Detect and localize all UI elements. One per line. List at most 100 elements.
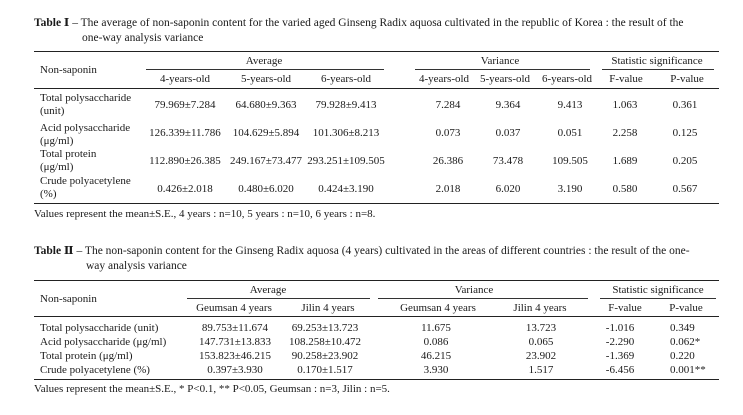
table-1-average-header: Average bbox=[245, 55, 283, 67]
table-2-cell: 0.220 bbox=[670, 350, 695, 362]
table-2-caption-line2: way analysis variance bbox=[86, 260, 187, 272]
table-2-cell: 69.253±13.723 bbox=[291, 322, 359, 334]
table-1-caption-line2: one-way analysis variance bbox=[82, 32, 204, 44]
table-1-cell: 1.689 bbox=[612, 155, 638, 167]
table-2-f-col: F-value bbox=[608, 302, 642, 314]
table-1-cell: 0.361 bbox=[672, 99, 698, 111]
table-2-avg-col-jilin: Jilin 4 years bbox=[301, 302, 355, 314]
table-2-cell: -2.290 bbox=[605, 336, 635, 348]
table-1-header-rule bbox=[34, 88, 719, 89]
table-1-cell: 2.018 bbox=[435, 183, 461, 195]
table-2-cell: 1.517 bbox=[528, 364, 554, 376]
table-2-top-rule bbox=[34, 280, 719, 281]
table-1-top-rule bbox=[34, 51, 719, 52]
table-1-cell: 112.890±26.385 bbox=[149, 155, 221, 167]
table-1-cell: 64.680±9.363 bbox=[235, 99, 297, 111]
table-2-cell: 147.731±13.833 bbox=[198, 336, 272, 348]
table-1-variance-header: Variance bbox=[480, 55, 520, 67]
table-1-cell: 0.426±2.018 bbox=[157, 183, 213, 195]
table-1-cell: 0.205 bbox=[672, 155, 698, 167]
table-1-cell: 249.167±73.477 bbox=[229, 155, 303, 167]
table-1-cell: 0.567 bbox=[672, 183, 698, 195]
table-2-p-col: P-value bbox=[669, 302, 703, 314]
table-1-cell: 7.284 bbox=[435, 99, 461, 111]
table-2-cell: 11.675 bbox=[421, 322, 451, 334]
table-1-cell: 0.580 bbox=[612, 183, 638, 195]
table-1-cell: 0.424±3.190 bbox=[318, 183, 374, 195]
table-1-significance-header: Statistic significance bbox=[611, 55, 703, 67]
table-2-variance-header: Variance bbox=[454, 284, 494, 296]
table-1-cell: 9.413 bbox=[557, 99, 583, 111]
table-2-bottom-rule bbox=[34, 379, 719, 380]
table-1-caption: Table Ⅰ – The average of non-saponin con… bbox=[34, 16, 719, 31]
table-2-cell: 46.215 bbox=[420, 350, 452, 362]
table-1-row-label: Total polysaccharide bbox=[40, 92, 132, 104]
table-1-cell: 6.020 bbox=[495, 183, 521, 195]
table-1-cell: 9.364 bbox=[495, 99, 521, 111]
table-1-cell: 79.969±7.284 bbox=[154, 99, 216, 111]
table-2-cell: 90.258±23.902 bbox=[291, 350, 359, 362]
table-2-note: Values represent the mean±S.E., * P<0.1,… bbox=[34, 383, 390, 395]
table-2-cell: 108.258±10.472 bbox=[288, 336, 362, 348]
table-2-header-rule bbox=[34, 316, 719, 317]
table-2-row-label: Total protein (μg/ml) bbox=[40, 350, 133, 362]
table-1-cell: 1.063 bbox=[612, 99, 638, 111]
table-1-row-label: Total protein bbox=[40, 148, 97, 160]
table-1-bottom-rule bbox=[34, 203, 719, 204]
table-1-cell: 0.037 bbox=[495, 127, 521, 139]
table-2-cell: 0.170±1.517 bbox=[297, 364, 353, 376]
table-2-cell: -1.369 bbox=[605, 350, 635, 362]
table-2-caption-line1: – The non-saponin content for the Ginsen… bbox=[76, 245, 690, 257]
table-1-cell: 293.251±109.505 bbox=[307, 155, 385, 167]
table-1-cell: 101.306±8.213 bbox=[312, 127, 380, 139]
table-1-cell: 0.051 bbox=[557, 127, 583, 139]
table-2-row-label: Total polysaccharide (unit) bbox=[40, 322, 159, 334]
table-1-avg-col-5y: 5-years-old bbox=[240, 73, 292, 85]
table-2-significance-underline bbox=[600, 298, 716, 299]
table-1-var-col-4y: 4-years-old bbox=[418, 73, 470, 85]
table-1-cell: 104.629±5.894 bbox=[232, 127, 300, 139]
table-2-average-underline bbox=[187, 298, 370, 299]
table-2-caption: Table Ⅱ – The non-saponin content for th… bbox=[34, 244, 719, 259]
table-2-var-col-geumsan: Geumsan 4 years bbox=[400, 302, 476, 314]
table-1-cell: 26.386 bbox=[432, 155, 464, 167]
table-2-row-label-header: Non-saponin bbox=[40, 293, 97, 305]
table-2-var-col-jilin: Jilin 4 years bbox=[513, 302, 567, 314]
table-1-var-col-5y: 5-years-old bbox=[479, 73, 531, 85]
table-1-row-unit: (μg/ml) bbox=[40, 135, 74, 147]
table-2-row-label: Acid polysaccharide (μg/ml) bbox=[40, 336, 167, 348]
table-2-row-label: Crude polyacetylene (%) bbox=[40, 364, 150, 376]
table-1-cell: 0.125 bbox=[672, 127, 698, 139]
table-1-row-label: Crude polyacetylene bbox=[40, 175, 131, 187]
table-2-cell: -1.016 bbox=[605, 322, 635, 334]
table-1-cell: 73.478 bbox=[492, 155, 524, 167]
table-1-p-col: P-value bbox=[670, 73, 704, 85]
table-1-variance-underline bbox=[415, 69, 590, 70]
table-1-significance-underline bbox=[602, 69, 714, 70]
table-1-cell: 0.073 bbox=[435, 127, 461, 139]
table-1-row-unit: (unit) bbox=[40, 105, 65, 117]
table-1-cell: 109.505 bbox=[552, 155, 588, 167]
table-1-row-unit: (μg/ml) bbox=[40, 161, 74, 173]
table-2-cell: 0.086 bbox=[423, 336, 449, 348]
table-2-cell: 0.065 bbox=[528, 336, 554, 348]
table-1-cell: 0.480±6.020 bbox=[238, 183, 294, 195]
table-2-label: Table Ⅱ bbox=[34, 245, 74, 257]
table-2-avg-col-geumsan: Geumsan 4 years bbox=[196, 302, 272, 314]
table-2-average-header: Average bbox=[249, 284, 287, 296]
table-1-caption-line1: – The average of non-saponin content for… bbox=[72, 17, 684, 29]
table-1-row-label: Acid polysaccharide bbox=[40, 122, 131, 134]
table-2-cell: 0.349 bbox=[670, 322, 695, 334]
table-1-cell: 3.190 bbox=[557, 183, 583, 195]
table-2-variance-underline bbox=[378, 298, 588, 299]
table-1-average-underline bbox=[146, 69, 384, 70]
table-2-cell: 3.930 bbox=[423, 364, 449, 376]
table-2-cell: 0.397±3.930 bbox=[207, 364, 263, 376]
table-1-cell: 2.258 bbox=[612, 127, 638, 139]
table-2-cell: 153.823±46.215 bbox=[198, 350, 272, 362]
table-1-note: Values represent the mean±S.E., 4 years … bbox=[34, 208, 376, 220]
table-2-cell: 0.001** bbox=[670, 364, 706, 376]
table-2-cell: 89.753±11.674 bbox=[201, 322, 269, 334]
table-1-cell: 79.928±9.413 bbox=[315, 99, 377, 111]
table-1-cell: 126.339±11.786 bbox=[149, 127, 221, 139]
